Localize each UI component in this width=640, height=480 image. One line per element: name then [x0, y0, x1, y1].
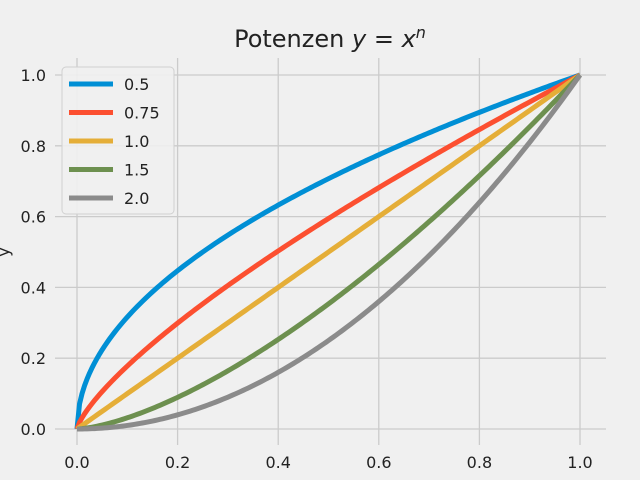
y-tick-label: 1.0 — [21, 66, 46, 85]
y-tick-label: 0.4 — [21, 278, 46, 297]
y-axis-label: y — [0, 247, 13, 256]
y-tick-label: 0.0 — [21, 420, 46, 439]
series-line-1-5 — [76, 73, 582, 432]
series-line-0-75 — [74, 72, 582, 430]
chart-title-math: y = xn — [351, 23, 426, 54]
chart-title-text: Potenzen — [234, 25, 344, 53]
legend-label: 1.5 — [124, 161, 149, 180]
legend-label: 2.0 — [124, 189, 149, 208]
x-tick-label: 0.2 — [165, 453, 190, 472]
x-tick-label: 0.0 — [64, 453, 89, 472]
x-tick-label: 1.0 — [567, 453, 592, 472]
legend-label: 1.0 — [124, 132, 149, 151]
series-line-2-0 — [76, 73, 583, 432]
y-tick-label: 0.8 — [21, 137, 46, 156]
x-axis-ticks: 0.0 0.2 0.4 0.6 0.8 1.0 — [64, 453, 592, 472]
x-tick-label: 0.8 — [467, 453, 492, 472]
y-tick-label: 0.6 — [21, 208, 46, 227]
y-axis-ticks: 0.0 0.2 0.4 0.6 0.8 1.0 — [21, 66, 46, 439]
legend: 0.5 0.75 1.0 1.5 2.0 — [61, 66, 175, 215]
x-tick-label: 0.6 — [366, 453, 391, 472]
legend-box — [61, 66, 175, 215]
series-line-0-5 — [74, 72, 581, 430]
series-line-1-0 — [75, 72, 582, 432]
legend-label: 0.75 — [124, 104, 160, 123]
series-lines — [74, 72, 583, 432]
y-tick-label: 0.2 — [21, 349, 46, 368]
x-tick-label: 0.4 — [265, 453, 290, 472]
legend-label: 0.5 — [124, 75, 149, 94]
chart-title: Potenzen y = xn — [234, 23, 426, 54]
